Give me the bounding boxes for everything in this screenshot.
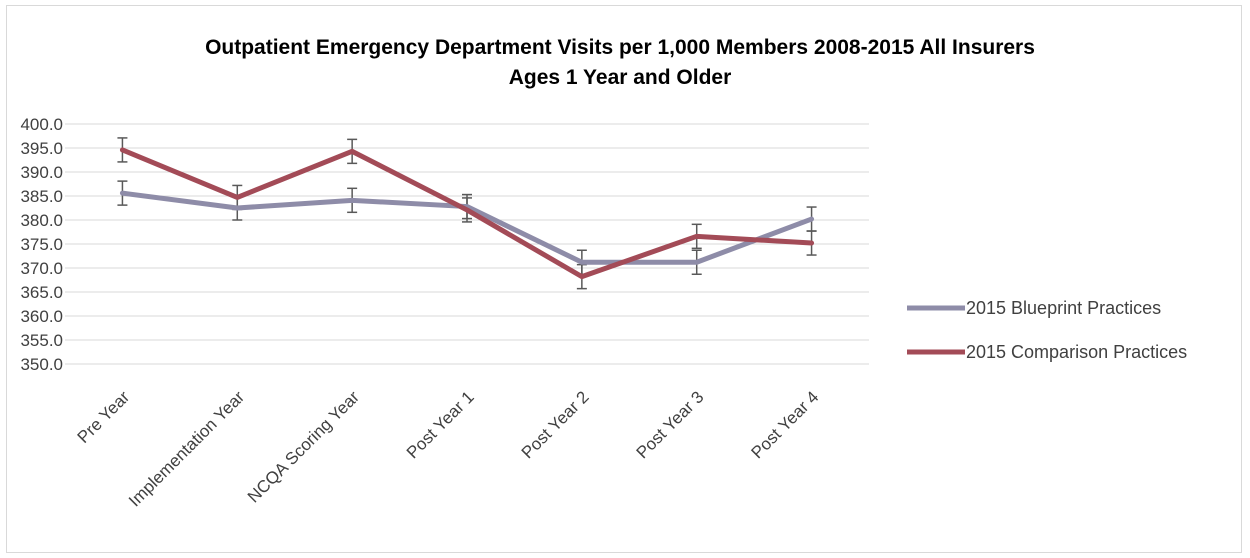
legend-item: 2015 Blueprint Practices [907,298,1161,318]
y-tick-label: 360.0 [20,307,63,326]
legend: 2015 Blueprint Practices 2015 Comparison … [907,298,1187,362]
legend-label: 2015 Comparison Practices [966,342,1187,362]
y-tick-label: 350.0 [20,355,63,374]
y-tick-label: 380.0 [20,211,63,230]
x-tick-label: Post Year 4 [747,387,822,462]
x-tick-label: Implementation Year [125,387,248,510]
x-tick-label: Post Year 3 [633,387,708,462]
x-tick-label: Post Year 1 [403,387,478,462]
series-line-blueprint [119,190,815,265]
legend-label: 2015 Blueprint Practices [966,298,1161,318]
chart-subtitle: Ages 1 Year and Older [509,66,732,89]
chart-title: Outpatient Emergency Department Visits p… [205,36,1035,59]
y-tick-label: 365.0 [20,283,63,302]
gridlines [65,123,869,365]
error-bars [117,137,817,290]
chart-frame: Outpatient Emergency Department Visits p… [6,5,1242,553]
y-tick-label: 385.0 [20,187,63,206]
y-tick-label: 395.0 [20,139,63,158]
line-chart: Outpatient Emergency Department Visits p… [20,36,1187,510]
y-tick-label: 375.0 [20,235,63,254]
y-tick-label: 390.0 [20,163,63,182]
x-tick-label: NCQA Scoring Year [244,387,363,506]
y-tick-label: 355.0 [20,331,63,350]
series-line-comparison [119,147,815,280]
y-axis-ticks: 350.0 355.0 360.0 365.0 370.0 375.0 380.0 385.0… [20,115,63,374]
x-tick-label: Pre Year [74,387,134,447]
x-tick-label: Post Year 2 [518,387,593,462]
legend-item: 2015 Comparison Practices [907,342,1187,362]
y-tick-label: 370.0 [20,259,63,278]
series-lines [119,147,815,280]
y-tick-label: 400.0 [20,115,63,134]
